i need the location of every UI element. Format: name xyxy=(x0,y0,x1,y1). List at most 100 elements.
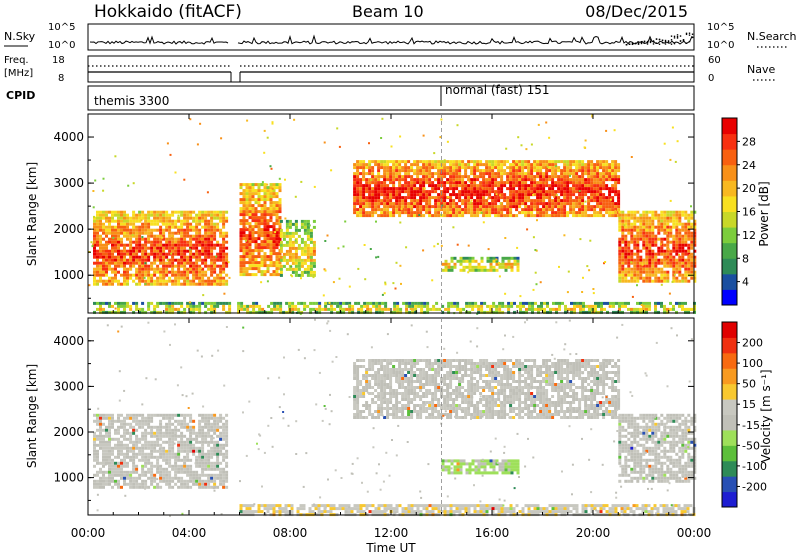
heatmap-cell xyxy=(621,231,625,235)
heatmap-cell xyxy=(248,183,252,187)
heatmap-cell xyxy=(183,243,187,247)
heatmap-cell xyxy=(108,240,111,244)
heatmap-cell xyxy=(666,225,670,229)
heatmap-cell xyxy=(663,255,667,259)
heatmap-cell xyxy=(111,304,114,308)
heatmap-cell xyxy=(600,301,603,305)
heatmap-cell xyxy=(279,240,283,244)
heatmap-cell xyxy=(627,279,631,283)
heatmap-cell xyxy=(425,163,429,167)
heatmap-cell xyxy=(263,225,267,229)
heatmap-cell xyxy=(684,213,688,217)
heatmap-cell xyxy=(144,440,148,444)
heatmap-cell xyxy=(245,270,249,274)
heatmap-cell xyxy=(401,199,405,203)
heatmap-cell xyxy=(365,181,369,185)
noise-search-point xyxy=(637,42,640,44)
heatmap-cell xyxy=(608,214,612,218)
heatmap-cell xyxy=(96,479,99,483)
heatmap-cell xyxy=(323,141,326,144)
heatmap-cell xyxy=(117,428,120,432)
heatmap-cell xyxy=(548,205,552,209)
y-tick-label: 3000 xyxy=(53,176,84,190)
heatmap-cell xyxy=(126,261,129,265)
colorbar-tick-label: 4 xyxy=(742,276,749,289)
heatmap-cell xyxy=(648,261,652,265)
heatmap-cell xyxy=(557,214,561,218)
heatmap-cell xyxy=(500,208,504,212)
heatmap-cell xyxy=(266,258,270,262)
heatmap-cell xyxy=(275,216,279,220)
heatmap-cell xyxy=(278,225,282,229)
heatmap-cell xyxy=(186,243,190,247)
heatmap-cell xyxy=(219,276,223,280)
heatmap-cell xyxy=(132,210,136,214)
heatmap-cell xyxy=(443,211,447,215)
heatmap-cell xyxy=(195,304,199,308)
heatmap-cell xyxy=(105,240,108,244)
heatmap-cell xyxy=(162,282,166,286)
heatmap-cell xyxy=(398,169,402,173)
heatmap-cell xyxy=(583,146,586,149)
heatmap-cell xyxy=(120,210,123,214)
heatmap-cell xyxy=(254,213,258,217)
heatmap-cell xyxy=(225,310,229,314)
heatmap-cell xyxy=(536,199,540,203)
heatmap-cell xyxy=(516,268,520,272)
heatmap-cell xyxy=(345,307,349,311)
heatmap-cell xyxy=(606,310,609,314)
heatmap-cell xyxy=(207,246,211,250)
heatmap-cell xyxy=(431,166,435,170)
heatmap-cell xyxy=(392,172,396,176)
heatmap-cell xyxy=(282,243,286,247)
heatmap-cell xyxy=(437,178,441,182)
heatmap-cell xyxy=(99,485,102,489)
heatmap-cell xyxy=(147,231,151,235)
heatmap-cell xyxy=(476,190,480,194)
heatmap-cell xyxy=(102,476,105,480)
heatmap-cell xyxy=(423,187,426,190)
heatmap-cell xyxy=(162,246,166,250)
heatmap-cell xyxy=(126,243,129,247)
heatmap-cell xyxy=(195,216,199,220)
heatmap-cell xyxy=(533,169,537,173)
heatmap-cell xyxy=(591,304,594,308)
heatmap-cell xyxy=(117,307,120,311)
heatmap-cell xyxy=(485,202,489,206)
heatmap-cell xyxy=(636,307,639,311)
heatmap-cell xyxy=(428,166,432,170)
heatmap-cell xyxy=(357,267,360,270)
heatmap-cell xyxy=(342,301,346,305)
heatmap-cell xyxy=(654,270,658,274)
heatmap-cell xyxy=(599,214,603,218)
heatmap-cell xyxy=(141,446,145,450)
heatmap-cell xyxy=(186,240,190,244)
heatmap-cell xyxy=(213,246,217,250)
heatmap-cell xyxy=(419,211,423,215)
heatmap-cell xyxy=(605,205,609,209)
heatmap-cell xyxy=(245,252,249,256)
heatmap-cell xyxy=(479,205,483,209)
heatmap-cell xyxy=(380,211,384,215)
heatmap-cell xyxy=(371,175,375,179)
heatmap-cell xyxy=(447,196,450,199)
heatmap-cell xyxy=(489,310,493,314)
heatmap-cell xyxy=(254,237,258,241)
heatmap-cell xyxy=(117,310,120,314)
heatmap-cell xyxy=(660,261,664,265)
heatmap-cell xyxy=(572,160,576,164)
heatmap-cell xyxy=(132,301,136,305)
heatmap-cell xyxy=(207,237,211,241)
heatmap-cell xyxy=(509,187,513,191)
heatmap-cell xyxy=(245,189,249,193)
heatmap-cell xyxy=(96,255,99,259)
heatmap-cell xyxy=(93,219,96,223)
heatmap-cell xyxy=(642,237,646,241)
heatmap-cell xyxy=(120,440,123,444)
heatmap-cell xyxy=(245,243,249,247)
heatmap-cell xyxy=(255,304,259,308)
heatmap-cell xyxy=(198,304,202,308)
heatmap-cell xyxy=(294,228,298,232)
heatmap-cell xyxy=(488,202,492,206)
heatmap-cell xyxy=(389,199,393,203)
